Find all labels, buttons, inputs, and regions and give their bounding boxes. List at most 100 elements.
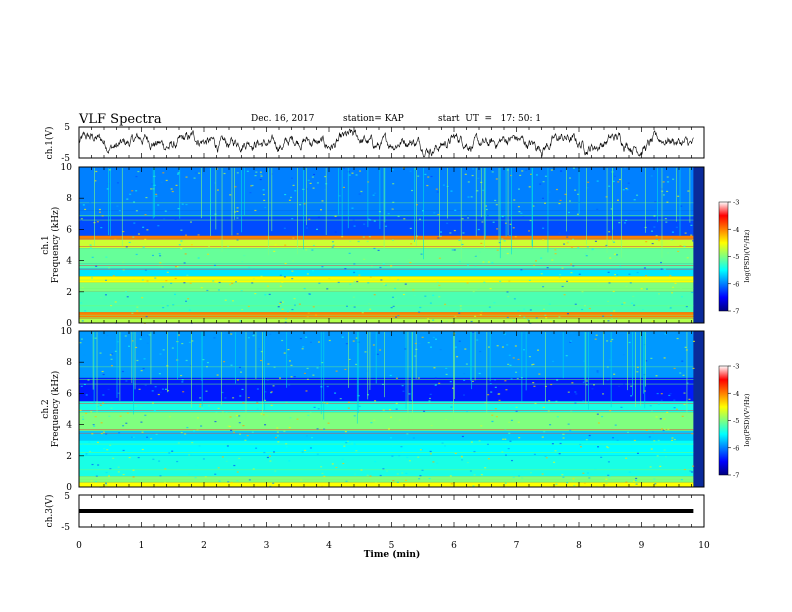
spectrogram-speckle xyxy=(353,415,356,417)
spectrogram-speckle xyxy=(408,460,411,462)
spectrogram-speckle xyxy=(303,203,306,205)
spectrogram-speckle xyxy=(108,475,111,477)
spectrogram-speckle xyxy=(503,240,506,242)
spectrogram-speckle xyxy=(535,174,538,176)
spectrogram-speckle xyxy=(107,388,110,391)
spectrogram-speckle xyxy=(517,188,520,190)
spectrogram-band xyxy=(79,291,694,313)
spectrogram-speckle xyxy=(123,298,126,300)
spectrogram-speckle xyxy=(306,316,309,318)
spectrogram-speckle xyxy=(290,376,293,378)
spectrogram-speckle xyxy=(95,265,98,267)
spectrogram-speckle xyxy=(691,291,694,294)
spectrogram-speckle xyxy=(680,296,683,298)
spectrogram-speckle xyxy=(281,308,284,310)
spectrogram-speckle xyxy=(439,235,442,237)
spectrogram-speckle xyxy=(569,177,572,179)
spectrogram-speckle xyxy=(558,202,561,205)
spectrogram-speckle xyxy=(272,482,275,484)
spectrogram-speckle xyxy=(391,208,394,210)
spectrogram-speckle xyxy=(372,277,375,279)
spectrogram-speckle xyxy=(238,366,241,369)
spectrogram-speckle xyxy=(259,178,262,181)
spectrogram-speckle xyxy=(458,239,461,241)
spectrogram-speckle xyxy=(514,345,517,347)
spectrogram-speckle xyxy=(242,402,245,404)
spectrogram-speckle xyxy=(236,207,239,209)
spectrogram-speckle xyxy=(438,287,441,289)
spectrogram-speckle xyxy=(199,397,202,399)
spectrogram-speckle xyxy=(381,383,384,385)
spectrogram-speckle xyxy=(236,379,239,381)
spectrogram-speckle xyxy=(403,218,406,220)
spectrogram-speckle xyxy=(613,373,616,375)
spectrogram-speckle xyxy=(466,282,469,284)
spectrogram-speckle xyxy=(307,179,310,181)
spectrogram-speckle xyxy=(84,310,87,312)
spectrogram-speckle xyxy=(268,293,271,296)
spectrogram-speckle xyxy=(353,263,356,265)
spectrogram-speckle xyxy=(370,265,373,267)
spectrogram-speckle xyxy=(507,363,510,365)
spectrogram-speckle xyxy=(326,402,329,404)
spectrogram-speckle xyxy=(666,176,669,178)
spectrogram-speckle xyxy=(529,472,532,474)
spectrogram-speckle xyxy=(275,437,278,439)
spectrogram-speckle xyxy=(358,405,361,407)
spectrogram-speckle xyxy=(321,200,324,202)
waveform-ch3-panel: 5 -5 ch.3(V) 0 1 2 3 4 5 6 7 8 9 10 Time (min) xyxy=(44,492,710,560)
spectrogram-speckle xyxy=(528,279,531,282)
spectrogram-speckle xyxy=(277,441,280,443)
waveform-ch3-ytick-bottom: -5 xyxy=(61,523,70,533)
spectrogram-speckle xyxy=(591,249,594,251)
spectrogram-speckle xyxy=(380,423,383,425)
spectrogram-speckle xyxy=(263,451,266,454)
spectrogram-speckle xyxy=(681,415,684,417)
spectrogram-speckle xyxy=(684,232,687,234)
spectrogram-speckle xyxy=(607,271,610,273)
spectrogram-speckle xyxy=(361,312,364,314)
spectrogram-speckle xyxy=(542,286,545,288)
spectrogram-speckle xyxy=(667,181,670,183)
spectrogram-speckle xyxy=(418,342,421,344)
spectrogram-speckle xyxy=(140,370,143,372)
spectrogram-speckle xyxy=(260,350,263,353)
spectrogram-speckle xyxy=(215,281,218,283)
colorbar-ch1-gradient xyxy=(718,201,729,312)
spectrogram-speckle xyxy=(540,273,543,275)
spectrogram-speckle xyxy=(117,392,120,394)
spectrogram-band xyxy=(79,238,694,249)
spectrogram-speckle xyxy=(478,372,481,375)
spectrogram-speckle xyxy=(339,398,342,400)
spectrogram-speckle xyxy=(396,473,399,475)
spectrogram-speckle xyxy=(395,402,398,405)
spectrogram-speckle xyxy=(277,306,280,308)
spectrogram-speckle xyxy=(588,307,591,310)
spectrogram-speckle xyxy=(139,338,142,340)
spectrogram-speckle xyxy=(384,284,387,286)
spectrogram-speckle xyxy=(573,484,576,487)
spectrogram-speckle xyxy=(189,365,192,367)
spectrogram-speckle xyxy=(346,440,349,442)
spectrogram-speckle xyxy=(155,195,158,197)
spectrogram-speckle xyxy=(540,257,543,259)
spectrogram-speckle xyxy=(94,416,97,418)
spectrogram-speckle xyxy=(532,264,535,266)
spectrogram-speckle xyxy=(241,309,244,311)
spectrogram-speckle xyxy=(510,419,513,421)
spectrogram-speckle xyxy=(459,308,462,310)
spectrogram-speckle xyxy=(613,310,616,312)
spectrogram-speckle xyxy=(398,419,401,421)
spectrogram-speckle xyxy=(391,169,394,171)
spectrogram-speckle xyxy=(582,400,585,402)
spectrogram-speckle xyxy=(543,431,546,433)
spectrogram-speckle xyxy=(588,477,591,479)
spectrogram-speckle xyxy=(112,457,115,459)
spectrogram-speckle xyxy=(391,296,394,298)
spectrogram-speckle xyxy=(651,410,654,412)
spectrogram-speckle xyxy=(414,355,417,357)
colorbar-tick-label: -6 xyxy=(733,280,739,288)
spectrogram-speckle xyxy=(91,256,94,258)
spectrogram-speckle xyxy=(176,359,179,361)
spectrogram-speckle xyxy=(218,480,221,482)
